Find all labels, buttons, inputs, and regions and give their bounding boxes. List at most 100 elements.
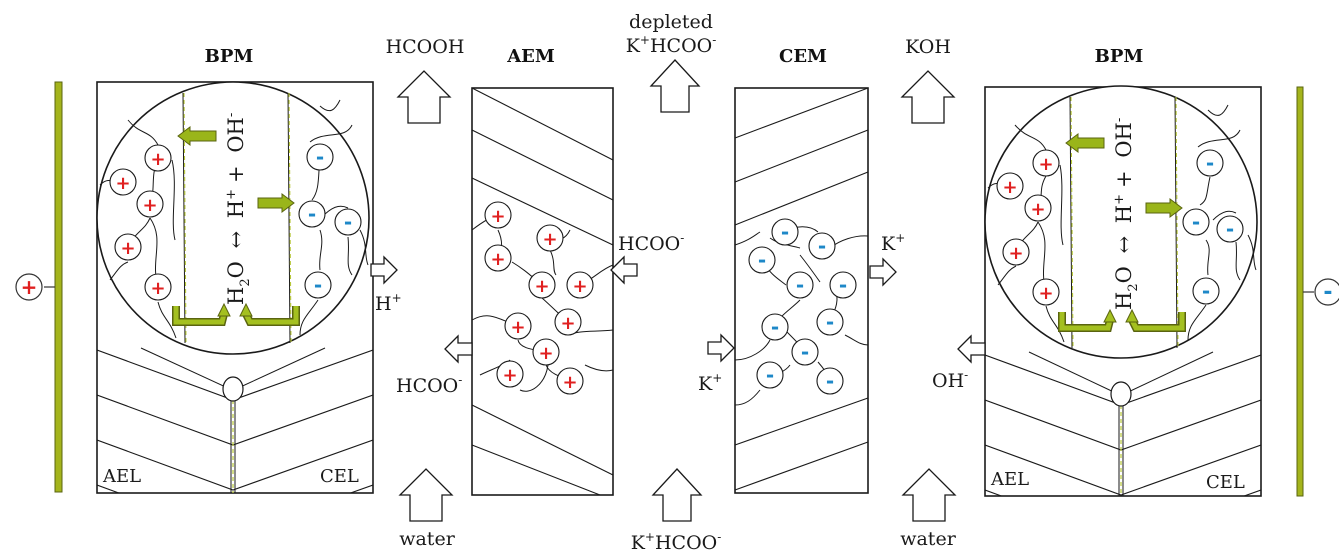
bpm-right-minus-4: -: [1202, 279, 1210, 303]
bpm-right-plus-4: +: [1008, 243, 1023, 264]
hcoo-transport-left-arrow-icon: [444, 334, 473, 364]
bpm-right-cel-label: CEL: [1206, 472, 1245, 493]
bpm-left-plus-5: +: [150, 278, 165, 299]
aem-plus-3: +: [490, 249, 505, 270]
aem-plus-10: +: [562, 372, 577, 393]
bpm-right-membrane: + + + + + - - - -: [984, 85, 1262, 497]
water-inlet-left-arrow-icon: [398, 468, 454, 522]
depleted-outlet-arrow-icon: [649, 59, 701, 113]
svg-text:H2O ↔ H++: H2O ↔ H++ OH-: [224, 113, 253, 305]
aem-plus-1: +: [490, 206, 505, 227]
aem-plus-4: +: [534, 276, 549, 297]
hcoo-aem-transport-arrow-icon: [610, 255, 638, 285]
cem-minus-1: -: [781, 220, 789, 244]
hcoo-aem-label: HCOO-: [618, 231, 684, 255]
cathode-charge-circle: -: [1314, 278, 1339, 306]
svg-text:H2O ↔ H++: H2O ↔ H++ OH-: [1112, 118, 1141, 310]
aem-plus-8: +: [538, 343, 553, 364]
cem-minus-3: -: [758, 248, 766, 272]
feed-label: K+HCOO-: [631, 530, 722, 551]
bpm-right-positive-ions: [996, 149, 1060, 306]
bpm-right-minus-1: -: [1206, 151, 1214, 175]
aem-membrane: + + + + + + + + + +: [471, 87, 614, 496]
anode-charge-sign: +: [21, 275, 38, 299]
bpm-right-title: BPM: [1095, 46, 1144, 67]
cem-minus-7: -: [826, 310, 834, 334]
koh-label: KOH: [905, 36, 951, 58]
cem-minus-8: -: [801, 340, 809, 364]
cathode-electrode: [1296, 86, 1304, 497]
cem-title: CEM: [779, 46, 827, 67]
aem-plus-2: +: [542, 229, 557, 250]
h-plus-transport-arrow-icon: [370, 255, 398, 285]
bpm-left-positive-ions: [109, 144, 172, 301]
bpm-right-split-arrow-icon-2: [1125, 308, 1139, 323]
k-cem-inlet-arrow-icon: [707, 333, 735, 363]
hcooh-outlet-arrow-icon: [396, 70, 452, 124]
bpm-right-oh-arrow-icon: [1065, 133, 1105, 153]
bpm-left-h-arrow-icon: [257, 193, 295, 213]
cem-minus-4: -: [796, 273, 804, 297]
bpm-left-minus-3: -: [344, 210, 352, 234]
bpm-left-minus-4: -: [314, 273, 322, 297]
bpm-left-split-arrow-icon-2: [239, 302, 253, 317]
bpm-right-minus-2: -: [1192, 210, 1200, 234]
koh-outlet-arrow-icon: [900, 70, 956, 124]
anode-electrode: [54, 81, 63, 493]
bpm-right-plus-1: +: [1038, 154, 1053, 175]
bpm-right-reaction-label: H2O ↔ H++ OH-: [1112, 118, 1141, 310]
bpm-right-plus-5: +: [1038, 283, 1053, 304]
bpm-right-ael-label: AEL: [990, 469, 1029, 490]
bpm-left-plus-4: +: [120, 238, 135, 259]
aem-plus-6: +: [510, 317, 525, 338]
bpm-right-junction: [1110, 381, 1132, 407]
cem-minus-6: -: [771, 315, 779, 339]
aem-plus-9: +: [502, 365, 517, 386]
cem-minus-5: -: [839, 273, 847, 297]
bpm-left-plus-3: +: [142, 195, 157, 216]
bpm-left-membrane: + + + + + - - - -: [96, 81, 374, 494]
bpm-left-junction: [222, 376, 244, 402]
bpm-left-minus-2: -: [308, 202, 316, 226]
depleted-label: depleted: [629, 11, 713, 33]
k-cem-out-label: K+: [881, 231, 905, 255]
bpm-right-negative-ions: [1182, 149, 1244, 305]
cem-minus-10: -: [826, 369, 834, 393]
bpm-right-plus-3: +: [1030, 199, 1045, 220]
oh-transport-arrow-icon: [957, 334, 986, 364]
oh-minus-label: OH-: [932, 368, 968, 392]
bpm-left-plus-1: +: [150, 149, 165, 170]
hcooh-label: HCOOH: [386, 36, 465, 58]
depleted-formula-label: K+HCOO-: [626, 33, 717, 57]
cem-membrane: - - - - - - - - - -: [734, 87, 869, 494]
aem-plus-7: +: [560, 313, 575, 334]
bpm-left-oh-arrow-icon: [177, 126, 217, 146]
bpm-right-minus-3: -: [1226, 217, 1234, 241]
hcoo-left-label: HCOO-: [396, 373, 462, 397]
cem-minus-9: -: [766, 363, 774, 387]
h-plus-label: H+: [375, 291, 402, 315]
bpm-right-h-arrow-icon: [1145, 198, 1183, 218]
k-cem-outlet-arrow-icon: [869, 257, 897, 287]
bpm-left-ael-label: AEL: [102, 466, 141, 487]
cathode-charge-sign: -: [1323, 280, 1332, 305]
bpm-left-plus-2: +: [115, 173, 130, 194]
aem-plus-5: +: [572, 276, 587, 297]
water-right-label: water: [900, 528, 956, 550]
feed-inlet-arrow-icon: [651, 468, 703, 522]
aem-fixed-positive-ions: [484, 201, 594, 395]
anode-charge-circle: +: [15, 273, 43, 301]
cem-fixed-negative-ions: [748, 218, 857, 395]
water-left-label: water: [399, 528, 455, 550]
cem-minus-2: -: [818, 234, 826, 258]
bpm-left-cel-label: CEL: [320, 466, 359, 487]
water-inlet-right-arrow-icon: [901, 468, 957, 522]
aem-title: AEM: [506, 46, 555, 67]
bpm-left-title: BPM: [205, 46, 254, 67]
bpm-left-split-arrow-icon: [217, 302, 231, 317]
bpm-left-negative-ions: [298, 143, 362, 299]
bpm-left-minus-1: -: [316, 145, 324, 169]
bpm-right-split-arrow-icon: [1103, 308, 1117, 323]
